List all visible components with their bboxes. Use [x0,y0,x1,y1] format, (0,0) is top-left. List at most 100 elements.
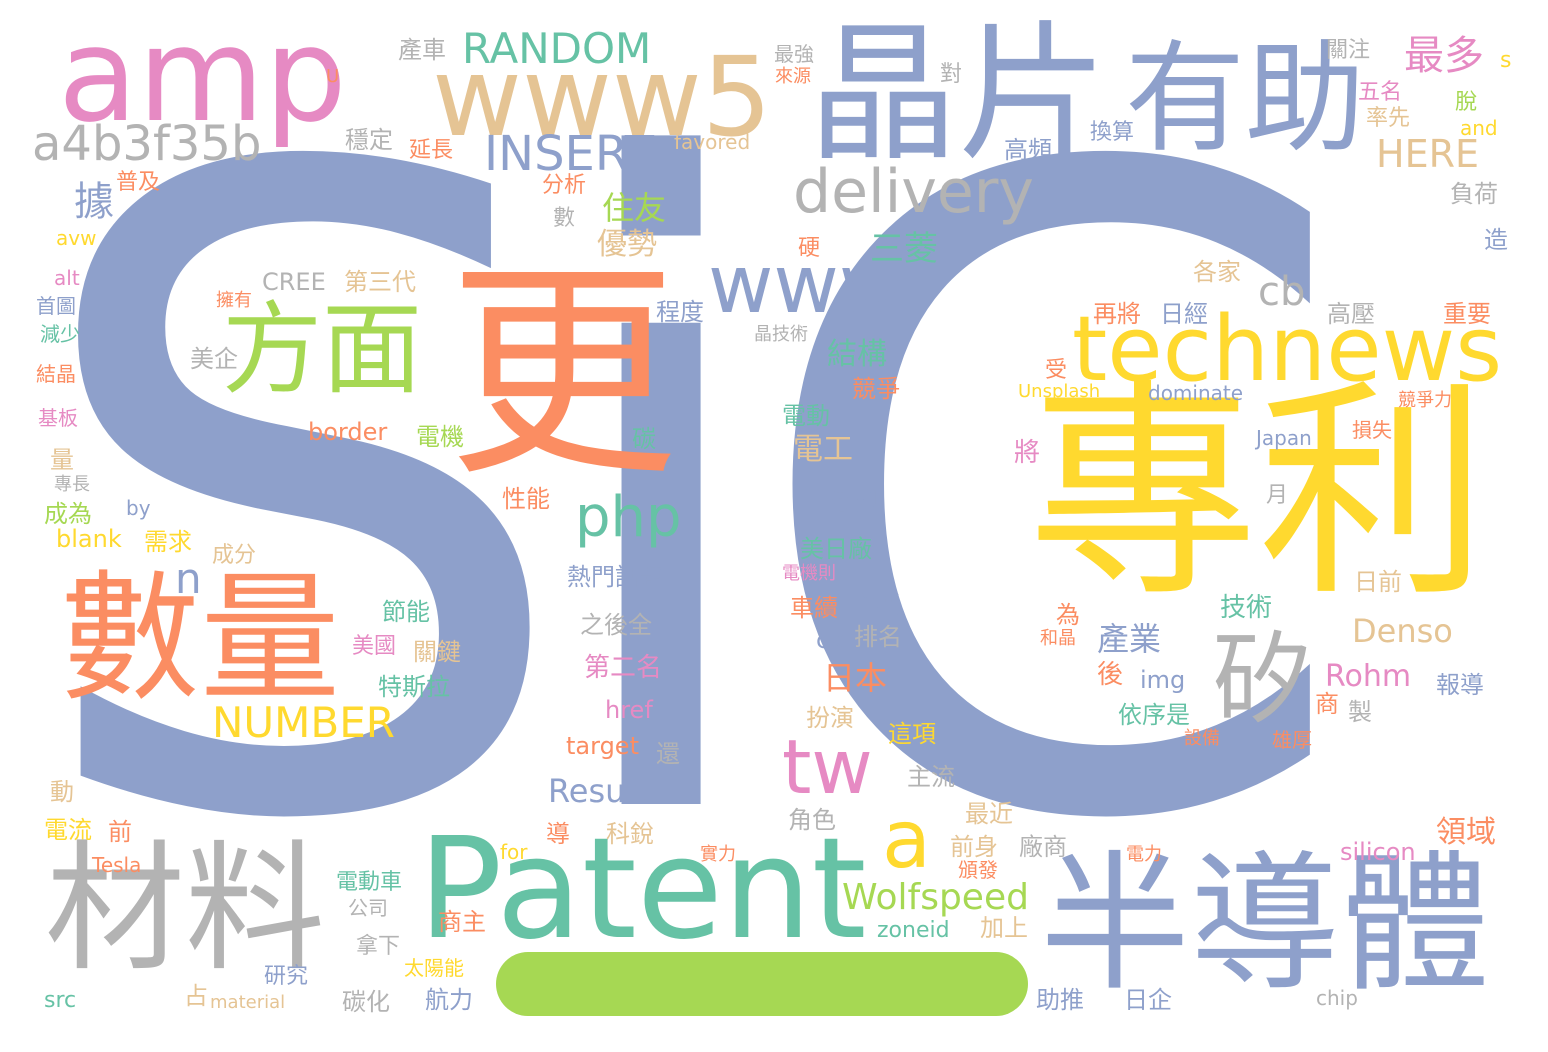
word-cjk-126: 節能 [382,600,430,624]
word-cjk-137: 廠商 [1019,835,1067,859]
word-cjk-37: 結構 [827,340,887,370]
word-cjk-104: 損失 [1352,420,1392,440]
word-cjk-158: 助推 [1036,988,1084,1012]
word-random: RANDOM [462,28,651,70]
word-cjk-94: 硬 [798,238,820,260]
word-cjk-76: 基板 [38,408,78,428]
word-cjk-64: 脫 [1455,92,1477,114]
word-php: php [575,490,682,546]
word-cjk-74: 減少 [40,324,80,344]
word-cb: cb [1258,272,1305,312]
word-cjk-81: 成為 [44,502,92,526]
word-cjk-4: 材料 [45,840,325,980]
word-cjk-28: 三菱 [870,232,938,266]
word-cjk-77: 量 [50,448,74,472]
word-cjk-160: 加上 [980,916,1028,940]
word-cjk-134: 最近 [965,802,1013,826]
word-here: HERE [1376,135,1479,173]
word-cjk-53: 延長 [409,140,453,162]
word-tesla: Tesla [92,855,141,875]
word-cjk-47: 車續 [790,596,838,620]
word-cjk-6: 半導體 [1040,850,1490,1000]
word-japan: Japan [1256,428,1312,448]
word-insert: INSERT [484,130,654,178]
word-cjk-152: 太陽能 [404,958,464,978]
word-cjk-121: 排名 [854,625,902,649]
word-cjk-139: 實力 [700,846,736,864]
word-by: by [126,498,151,518]
word-cjk-68: 造 [1484,228,1508,252]
word-cjk-153: 研究 [264,966,308,988]
word-cjk-128: 扮演 [806,706,854,730]
word-cjk-90: 擁有 [216,292,252,310]
word-cjk-43: 第三代 [344,270,416,294]
word-cjk-97: 日經 [1160,302,1208,326]
word-material: material [210,994,285,1012]
word-cjk-93: 晶技術 [754,326,808,344]
word-cjk-159: 日企 [1124,988,1172,1012]
word-cjk-111: 技術 [1220,595,1272,621]
word-cjk-55: 普及 [116,172,160,194]
word-chip: chip [1316,988,1358,1008]
word-cjk-127: 特斯拉 [378,675,450,699]
word-cjk-31: 據 [70,180,110,220]
word-cjk-129: 這項 [888,722,936,746]
word-silicon: silicon [1340,840,1416,864]
word-cjk-125: 關鍵 [413,640,461,664]
word-cjk-156: 碳化 [342,990,390,1014]
word-cjk-99: 重要 [1443,302,1491,326]
word-cjk-48: 美日廠 [800,537,872,561]
word-cjk-13: 矽 [1212,630,1312,730]
word-cjk-60: 對 [940,64,962,86]
word-cjk-157: 航力 [425,988,473,1012]
word-cjk-114: 依序是 [1118,703,1190,727]
word-cjk-36: 日本 [823,662,887,694]
word-cjk-108: 日前 [1354,570,1402,594]
word-cjk-151: 拿下 [356,936,400,958]
word-dominate: dominate [1148,383,1243,403]
word-cjk-57: 數 [553,208,575,230]
word-ck: ck [816,628,843,652]
word-cjk-38: 領域 [1436,818,1496,848]
word-cjk-124: 美國 [352,636,396,658]
word-cjk-2: 更 [448,260,678,490]
word-favored: favored [674,132,750,152]
word-cjk-100: 受 [1045,360,1067,382]
word-cjk-39: 電工 [793,435,853,465]
word-img: img [1140,668,1185,692]
word-avw: avw [56,228,96,248]
word-cjk-148: 電動車 [336,872,402,894]
word-cjk-109: 為 [1056,603,1080,627]
word-cjk-30: 優勢 [597,230,657,260]
word-cjk-44: 熱門話題 [567,565,663,589]
word-cjk-107: 月 [1266,485,1288,507]
word-cjk-82: 需求 [144,530,192,554]
word-cjk-67: 負荷 [1450,182,1498,206]
word-cjk-87: 碳 [632,427,656,451]
word-tw: tw [782,730,873,805]
word-cjk-62: 五名 [1358,82,1402,104]
word-target: target [566,734,639,758]
word-cjk-116: 商 [1315,692,1339,716]
word-rohm: Rohm [1325,662,1411,692]
word-cjk-25: 最多 [1404,36,1484,76]
word-cjk-73: 首圖 [36,296,76,316]
word-cjk-98: 高壓 [1327,302,1375,326]
word-cjk-58: 最強 [774,44,814,64]
word-cjk-61: 關注 [1326,40,1370,62]
word-delivery: delivery [793,162,1034,222]
word-result: Result [548,775,647,807]
word-cjk-1: 專利 [1028,380,1488,610]
word-number: NUMBER [212,702,395,744]
word-u: U [326,68,339,86]
word-cjk-56: 分析 [542,175,586,197]
word-cree: CREE [262,270,326,294]
word-cjk-135: 角色 [788,808,836,832]
word-cjk-103: 競爭力 [1398,392,1452,410]
word-cjk-70: 換算 [1090,122,1134,144]
word-cjk-78: 專長 [54,476,90,494]
word-alt: alt [54,268,80,288]
word-denso: Denso [1352,615,1453,647]
word-cjk-75: 結晶 [36,364,76,384]
